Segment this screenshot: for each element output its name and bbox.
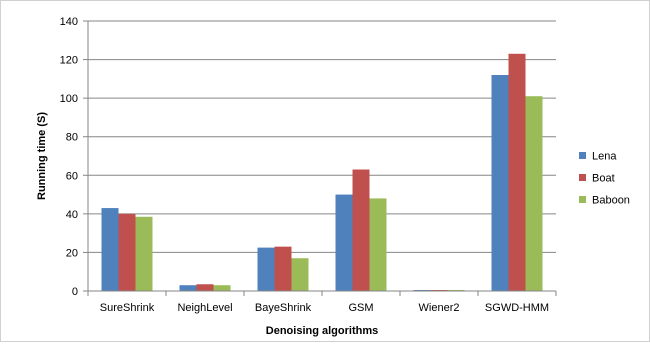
- y-tick-label: 80: [66, 132, 78, 144]
- bar-lena-bayeshrink: [257, 247, 275, 291]
- x-tick-label-wiener2: Wiener2: [419, 302, 460, 314]
- bar-baboon-gsm: [369, 198, 387, 291]
- bar-chart: 0 20 40 60 80 100 120 140 SureShrink NeighLevel B…: [36, 16, 630, 337]
- legend-swatch-boat: [579, 174, 586, 181]
- bar-baboon-sureshrink: [135, 216, 153, 291]
- bar-boat-sgwd-hmm: [508, 53, 526, 292]
- x-tick-label-gsm: GSM: [348, 302, 373, 314]
- bar-boat-neighlevel: [196, 284, 214, 291]
- bar-lena-sgwd-hmm: [491, 75, 509, 291]
- y-tick-label: 60: [66, 170, 78, 182]
- x-tick-labels: SureShrink NeighLevel BayeShrink GSM Wiener2…: [100, 302, 549, 314]
- gridlines: [88, 20, 556, 253]
- bar-lena-gsm: [335, 194, 353, 291]
- x-tick-label-bayeshrink: BayeShrink: [255, 302, 312, 314]
- bar-lena-neighlevel: [179, 285, 197, 291]
- y-tick-label: 140: [60, 16, 78, 28]
- y-tick-label: 0: [72, 286, 78, 298]
- axes: [83, 20, 557, 296]
- bar-lena-sureshrink: [101, 208, 119, 291]
- y-tick-labels: 0 20 40 60 80 100 120 140: [60, 16, 78, 298]
- bar-baboon-bayeshrink: [291, 258, 309, 291]
- y-tick-label: 100: [60, 93, 78, 105]
- legend-label-baboon: Baboon: [592, 195, 630, 207]
- y-tick-label: 40: [66, 209, 78, 221]
- bar-boat-bayeshrink: [274, 246, 292, 291]
- bar-boat-gsm: [352, 169, 370, 291]
- legend-label-boat: Boat: [592, 173, 615, 185]
- x-axis-title: Denoising algorithms: [266, 325, 378, 337]
- legend: Lena Boat Baboon: [579, 151, 630, 207]
- legend-label-lena: Lena: [592, 151, 617, 163]
- bar-baboon-neighlevel: [213, 285, 231, 291]
- legend-swatch-lena: [579, 152, 586, 159]
- x-tick-label-neighlevel: NeighLevel: [177, 302, 232, 314]
- bar-baboon-sgwd-hmm: [525, 96, 543, 291]
- bar-boat-sureshrink: [118, 213, 136, 291]
- y-tick-label: 120: [60, 55, 78, 67]
- x-tick-label-sgwd-hmm: SGWD-HMM: [485, 302, 549, 314]
- y-axis-title: Running time (S): [36, 112, 48, 200]
- x-tick-label-sureshrink: SureShrink: [100, 302, 155, 314]
- y-tick-label: 20: [66, 247, 78, 259]
- legend-swatch-baboon: [579, 196, 586, 203]
- bars: [101, 53, 543, 292]
